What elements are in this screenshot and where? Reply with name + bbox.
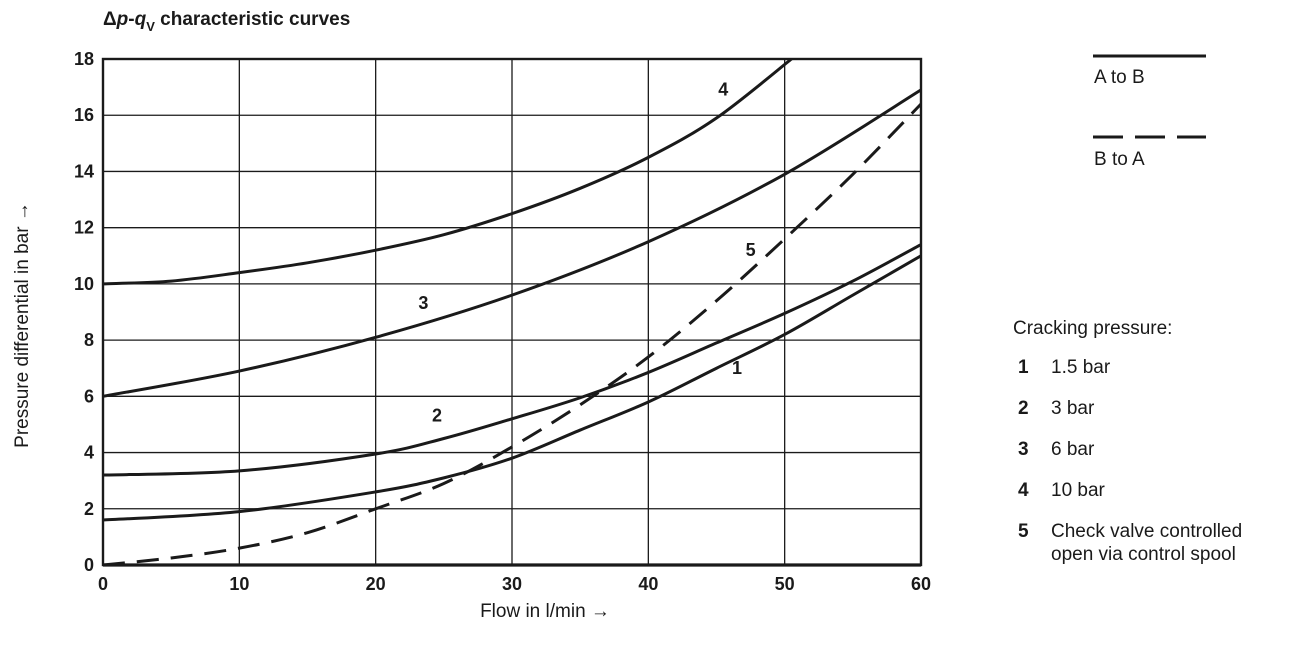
- y-tick-label: 0: [84, 555, 94, 575]
- y-tick-label: 4: [84, 443, 94, 463]
- y-tick-label: 8: [84, 330, 94, 350]
- legend-item-2-num: 2: [1018, 398, 1029, 419]
- curve-1: [103, 254, 921, 522]
- curve-4: [103, 59, 793, 286]
- y-tick-label: 10: [74, 274, 94, 294]
- legend-item-1-num: 1: [1018, 357, 1029, 378]
- curve-label-3: 3: [418, 293, 428, 313]
- curve-2: [103, 243, 921, 477]
- legend-item-1-text: 1.5 bar: [1051, 357, 1111, 378]
- x-tick-label: 60: [911, 574, 931, 594]
- y-tick-label: 12: [74, 218, 94, 238]
- plot-frame: [101, 57, 923, 567]
- x-axis-ticks: 0 10 20 30 40 50 60: [98, 574, 931, 594]
- legend-item-5-text: Check valve controlled: [1051, 521, 1242, 542]
- y-axis-ticks: 0 2 4 6 8 10 12 14 16 18: [74, 49, 94, 575]
- curve-labels: 1 2 3 4 5: [418, 80, 755, 426]
- legend-a-to-b: A to B: [1094, 67, 1145, 88]
- y-tick-label: 18: [74, 49, 94, 69]
- cracking-pressure-title: Cracking pressure:: [1013, 318, 1172, 339]
- legend-item-2-text: 3 bar: [1051, 398, 1095, 419]
- curve-label-2: 2: [432, 406, 442, 426]
- x-tick-label: 0: [98, 574, 108, 594]
- curve-3: [103, 88, 921, 398]
- y-tick-label: 16: [74, 105, 94, 125]
- y-tick-label: 2: [84, 499, 94, 519]
- legend-b-to-a: B to A: [1094, 149, 1145, 170]
- curve-label-4: 4: [718, 80, 728, 100]
- x-tick-label: 30: [502, 574, 522, 594]
- x-tick-label: 10: [229, 574, 249, 594]
- x-axis-label: Flow in l/min →: [480, 601, 610, 622]
- cracking-pressure-legend: Cracking pressure: 1 1.5 bar 2 3 bar 3 6…: [1013, 318, 1242, 565]
- x-tick-label: 50: [775, 574, 795, 594]
- legend-item-3-text: 6 bar: [1051, 439, 1095, 460]
- y-axis-label: Pressure differential in bar →: [12, 202, 33, 448]
- curves: [103, 59, 921, 565]
- legend-item-4-text: 10 bar: [1051, 480, 1106, 501]
- line-style-legend: A to B B to A: [1093, 54, 1206, 170]
- x-tick-label: 40: [638, 574, 658, 594]
- y-tick-label: 6: [84, 386, 94, 406]
- legend-item-4-num: 4: [1018, 480, 1029, 501]
- curve-label-5: 5: [746, 240, 756, 260]
- legend-item-5-text-line2: open via control spool: [1051, 544, 1236, 565]
- curve-5: [103, 102, 921, 565]
- x-tick-label: 20: [366, 574, 386, 594]
- legend-item-5-num: 5: [1018, 521, 1029, 542]
- grid: [103, 59, 921, 565]
- legend-item-3-num: 3: [1018, 439, 1029, 460]
- curve-label-1: 1: [732, 358, 742, 378]
- y-tick-label: 14: [74, 161, 94, 181]
- chart-title: Δp-qV characteristic curves: [103, 9, 350, 34]
